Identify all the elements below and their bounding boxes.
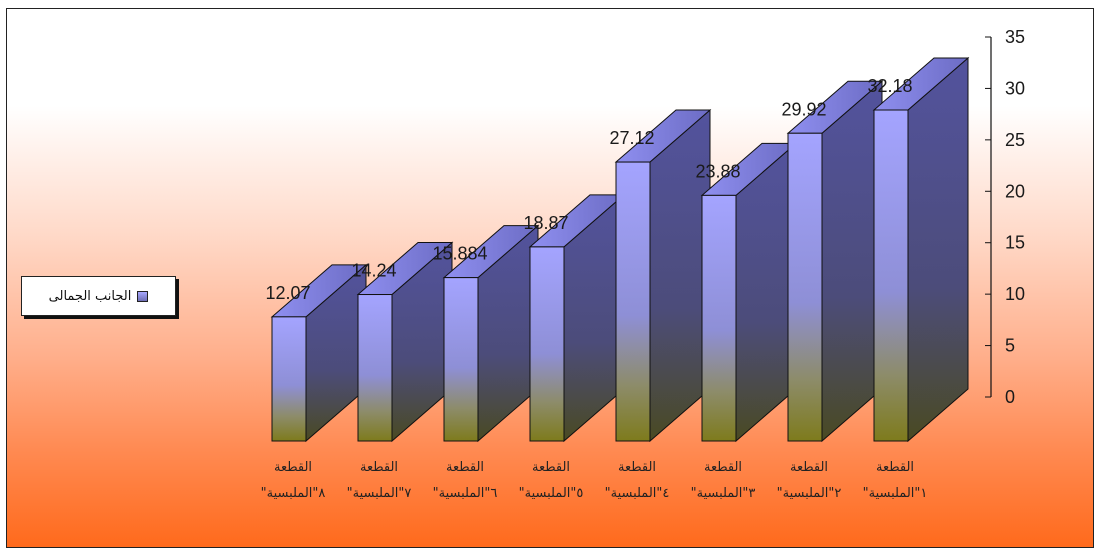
category-label: القطعة "٤"الملبسية: [605, 460, 670, 501]
category-label-line: القطعة: [274, 460, 312, 475]
bar-side: [821, 80, 883, 443]
y-axis: 0 5 10 15 20 25 30 35: [985, 27, 1025, 407]
category-label-line: القطعة: [446, 460, 484, 475]
category-label: القطعة "١"الملبسية: [863, 460, 928, 501]
chart-frame: 0 5 10 15 20 25 30 35 12.07 14.24 15.884 18.87 27.1…: [6, 8, 1094, 548]
bar: [270, 263, 368, 443]
category-label-line: "٣"الملبسية: [691, 486, 756, 501]
bar: [356, 241, 454, 443]
bar-front: [357, 294, 393, 442]
bar-side: [907, 56, 969, 443]
category-label-line: القطعة: [704, 460, 742, 475]
data-label: 29.92: [781, 99, 826, 119]
category-label-line: "٧"الملبسية: [347, 486, 412, 501]
category-label-line: "٦"الملبسية: [433, 486, 498, 501]
y-tick-label: 25: [1005, 130, 1025, 150]
legend: الجانب الجمالى: [21, 276, 176, 316]
category-label-line: القطعة: [360, 460, 398, 475]
category-label-line: القطعة: [876, 460, 914, 475]
bar: [700, 142, 798, 443]
bar-side: [649, 108, 711, 443]
data-label: 23.88: [695, 161, 740, 181]
data-label: 14.24: [351, 261, 396, 281]
category-label: القطعة "٥"الملبسية: [519, 460, 584, 501]
bar-front: [271, 316, 307, 442]
category-label-line: "٤"الملبسية: [605, 486, 670, 501]
bar-front: [529, 246, 565, 442]
data-label: 18.87: [523, 213, 568, 233]
data-label: 32.18: [867, 76, 912, 96]
y-tick-label: 30: [1005, 78, 1025, 98]
bars: [270, 56, 970, 443]
bar-front: [787, 132, 823, 442]
category-label-line: القطعة: [618, 460, 656, 475]
category-label: القطعة "٧"الملبسية: [347, 460, 412, 501]
category-label: القطعة "٨"الملبسية: [261, 460, 326, 501]
bar: [872, 56, 970, 443]
bar: [528, 193, 626, 443]
category-label-line: "٨"الملبسية: [261, 486, 326, 501]
legend-swatch: [137, 290, 149, 302]
legend-label: الجانب الجمالى: [48, 288, 132, 304]
y-tick-label: 10: [1005, 284, 1025, 304]
bar-front: [701, 194, 737, 442]
category-label-line: "٥"الملبسية: [519, 486, 584, 501]
category-labels: القطعة"٨"الملبسيةالقطعة"٧"الملبسيةالقطعة…: [261, 460, 928, 501]
bar: [442, 224, 540, 443]
category-label-line: "٢"الملبسية: [777, 486, 842, 501]
data-label: 27.12: [609, 128, 654, 148]
data-labels: 12.07 14.24 15.884 18.87 27.12 23.88 29.92 32.1…: [265, 76, 912, 303]
category-label-line: القطعة: [532, 460, 570, 475]
bar-front: [873, 109, 909, 442]
chart-canvas: 0 5 10 15 20 25 30 35 12.07 14.24 15.884 18.87 27.1…: [261, 27, 1025, 501]
category-label-line: "١"الملبسية: [863, 486, 928, 501]
y-tick-label: 35: [1005, 27, 1025, 47]
category-label: القطعة "٦"الملبسية: [433, 460, 498, 501]
data-label: 12.07: [265, 283, 310, 303]
bar: [786, 80, 884, 443]
y-tick-label: 5: [1005, 336, 1015, 356]
category-label: القطعة "٢"الملبسية: [777, 460, 842, 501]
bar: [614, 108, 712, 443]
category-label-line: القطعة: [790, 460, 828, 475]
y-tick-label: 0: [1005, 387, 1015, 407]
category-label: القطعة "٣"الملبسية: [691, 460, 756, 501]
y-tick-label: 20: [1005, 181, 1025, 201]
y-tick-label: 15: [1005, 233, 1025, 253]
bar-front: [615, 161, 651, 442]
data-label: 15.884: [432, 244, 487, 264]
bar-front: [443, 277, 479, 442]
